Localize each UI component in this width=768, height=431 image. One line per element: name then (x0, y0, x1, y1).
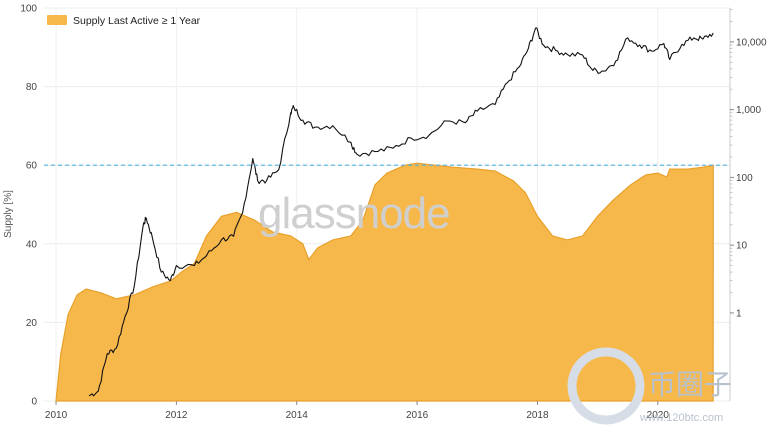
watermark: glassnode (258, 189, 451, 238)
corner-watermark-title: 币圈子 (648, 369, 732, 400)
right-tick-10: 10 (736, 241, 748, 252)
left-axis-label: Supply [%] (3, 190, 14, 238)
corner-watermark: 币圈子 www.120btc.com (567, 347, 732, 425)
x-tick-2014: 2014 (286, 410, 309, 421)
x-tick-2012: 2012 (165, 410, 188, 421)
left-tick-100: 100 (20, 4, 37, 15)
left-tick-0: 0 (31, 397, 37, 408)
right-tick-1: 1 (736, 308, 742, 319)
legend-swatch (47, 15, 67, 25)
legend[interactable]: Supply Last Active ≥ 1 Year (47, 15, 201, 27)
left-tick-20: 20 (26, 318, 38, 329)
supply-area (55, 162, 714, 402)
right-axis-ticks: 1 10 100 1,000 10,000 (729, 8, 767, 401)
left-axis-ticks: 0 20 40 60 80 100 (20, 4, 37, 408)
left-tick-80: 80 (26, 82, 38, 93)
x-tick-2016: 2016 (406, 410, 429, 421)
x-tick-2010: 2010 (45, 410, 68, 421)
left-tick-60: 60 (26, 161, 38, 172)
price-line-layer (88, 27, 714, 397)
right-tick-100: 100 (736, 173, 753, 184)
legend-label: Supply Last Active ≥ 1 Year (73, 15, 201, 27)
x-tick-2020: 2020 (647, 410, 670, 421)
corner-watermark-url: www.120btc.com (639, 412, 723, 424)
left-tick-40: 40 (26, 239, 38, 250)
corner-logo-icon (567, 347, 645, 425)
x-tick-2018: 2018 (526, 410, 549, 421)
supply-area-layer (55, 162, 714, 402)
x-axis-ticks: 2010 2012 2014 2016 2018 2020 (45, 401, 669, 421)
right-tick-10000: 10,000 (736, 37, 767, 48)
watermark-glassnode: glassnode (258, 189, 450, 238)
price-line (88, 27, 714, 397)
right-tick-1000: 1,000 (736, 105, 761, 116)
